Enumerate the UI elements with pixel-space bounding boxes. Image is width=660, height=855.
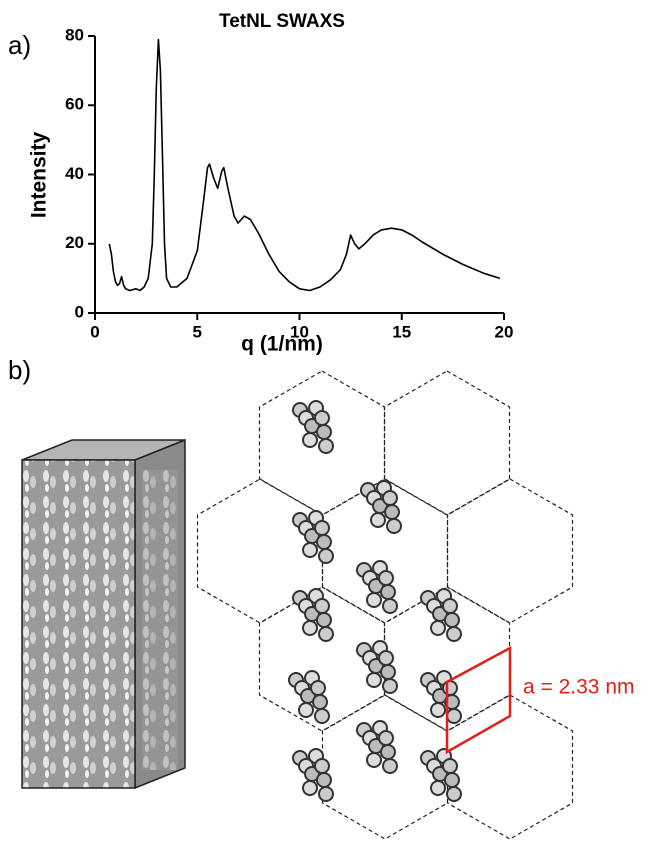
plot: 0 20 40 60 80 0 5 10 15 20 xyxy=(65,25,513,341)
x-axis-label: q (1/nm) xyxy=(241,333,323,356)
annotation: a = 2.33 nm xyxy=(523,676,635,699)
y-tick-label: 0 xyxy=(75,302,84,321)
x-tick-label: 0 xyxy=(90,322,99,341)
hexagon xyxy=(446,478,574,624)
unit-cell xyxy=(445,645,512,755)
y-tick-label: 60 xyxy=(65,95,84,114)
hexagon xyxy=(383,586,511,732)
hexagon xyxy=(383,370,511,516)
panel-label: a) xyxy=(8,30,31,60)
x-tick-label: 5 xyxy=(193,322,202,341)
y-axis-label: Intensity xyxy=(28,132,51,219)
helix-bundles xyxy=(288,400,462,802)
x-tick-label: 20 xyxy=(495,322,514,341)
x-tick-label: 10 xyxy=(290,322,309,341)
crystal-box xyxy=(21,438,186,790)
x-tick-label: 15 xyxy=(392,322,411,341)
y-tick-label: 80 xyxy=(65,25,84,44)
chart-title: TetNL SWAXS xyxy=(219,11,345,32)
y-tick-label: 20 xyxy=(65,233,84,252)
panel-label: b) xyxy=(8,355,31,385)
data-line xyxy=(108,38,501,292)
y-tick-label: 40 xyxy=(65,164,84,183)
